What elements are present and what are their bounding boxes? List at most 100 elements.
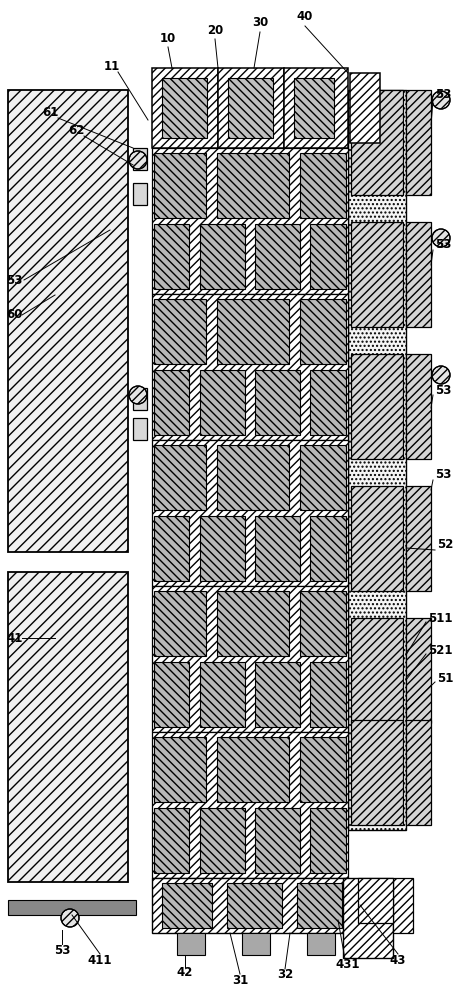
Text: 43: 43 [390, 954, 406, 966]
Bar [255, 370, 300, 435]
Bar [393, 878, 413, 933]
Bar [242, 933, 270, 955]
Bar [255, 808, 300, 873]
Bar [343, 878, 393, 958]
Bar [218, 68, 284, 148]
Text: 52: 52 [437, 538, 453, 552]
Bar [358, 878, 393, 923]
Bar [351, 720, 403, 825]
Bar [133, 418, 147, 440]
Bar [154, 662, 189, 727]
Text: 32: 32 [277, 968, 293, 982]
Bar [152, 586, 348, 732]
Text: 41: 41 [6, 632, 22, 645]
Bar [162, 883, 212, 928]
Text: 62: 62 [68, 123, 84, 136]
Bar [310, 516, 346, 581]
Circle shape [432, 91, 450, 109]
Bar [177, 933, 205, 955]
Circle shape [61, 909, 79, 927]
Bar [154, 445, 206, 510]
Text: 53: 53 [435, 89, 452, 102]
Bar [310, 224, 346, 289]
Bar [351, 354, 403, 459]
Bar [310, 370, 346, 435]
Bar [8, 900, 136, 915]
Bar [350, 73, 380, 143]
Bar [154, 370, 189, 435]
Bar [227, 883, 282, 928]
Bar [300, 299, 346, 364]
Text: 411: 411 [88, 954, 112, 966]
Bar [200, 224, 245, 289]
Bar [406, 90, 431, 195]
Circle shape [129, 151, 147, 169]
Bar [154, 516, 189, 581]
Bar [152, 732, 348, 878]
Bar [348, 90, 406, 830]
Text: 53: 53 [435, 468, 452, 482]
Bar [152, 294, 348, 440]
Bar [297, 883, 342, 928]
Bar [152, 878, 348, 933]
Bar [154, 299, 206, 364]
Bar [255, 662, 300, 727]
Bar [300, 591, 346, 656]
Text: 53: 53 [6, 273, 22, 286]
Bar [200, 662, 245, 727]
Bar [300, 153, 346, 218]
Text: 511: 511 [428, 611, 452, 624]
Bar [200, 370, 245, 435]
Text: 20: 20 [207, 23, 223, 36]
Bar [351, 222, 403, 327]
Bar [351, 618, 403, 723]
Bar [133, 388, 147, 410]
Bar [154, 224, 189, 289]
Bar [152, 68, 218, 148]
Bar [310, 808, 346, 873]
Bar [154, 591, 206, 656]
Text: 42: 42 [177, 966, 193, 980]
Bar [154, 153, 206, 218]
Text: 10: 10 [160, 31, 176, 44]
Bar [8, 90, 128, 552]
Text: 30: 30 [252, 16, 268, 29]
Text: 51: 51 [437, 672, 453, 684]
Bar [406, 720, 431, 825]
Bar [200, 808, 245, 873]
Bar [300, 445, 346, 510]
Circle shape [432, 229, 450, 247]
Bar [406, 354, 431, 459]
Bar [406, 486, 431, 591]
Bar [255, 516, 300, 581]
Bar [300, 737, 346, 802]
Bar [307, 933, 335, 955]
Bar [152, 148, 348, 294]
Bar [406, 222, 431, 327]
Text: 40: 40 [297, 10, 313, 23]
Bar [217, 445, 289, 510]
Text: 521: 521 [428, 644, 452, 656]
Text: 53: 53 [54, 944, 70, 956]
Circle shape [129, 386, 147, 404]
Bar [310, 662, 346, 727]
Text: 53: 53 [435, 238, 452, 251]
Bar [133, 148, 147, 170]
Bar [152, 440, 348, 586]
Bar [200, 516, 245, 581]
Bar [351, 486, 403, 591]
Bar [294, 78, 334, 138]
Bar [217, 299, 289, 364]
Bar [255, 224, 300, 289]
Text: 11: 11 [104, 60, 120, 73]
Text: 60: 60 [6, 308, 22, 322]
Bar [406, 618, 431, 723]
Text: 53: 53 [435, 383, 452, 396]
Text: 431: 431 [336, 958, 360, 972]
Text: 61: 61 [42, 106, 58, 119]
Bar [154, 808, 189, 873]
Bar [133, 183, 147, 205]
Bar [217, 153, 289, 218]
Bar [284, 68, 348, 148]
Bar [351, 90, 403, 195]
